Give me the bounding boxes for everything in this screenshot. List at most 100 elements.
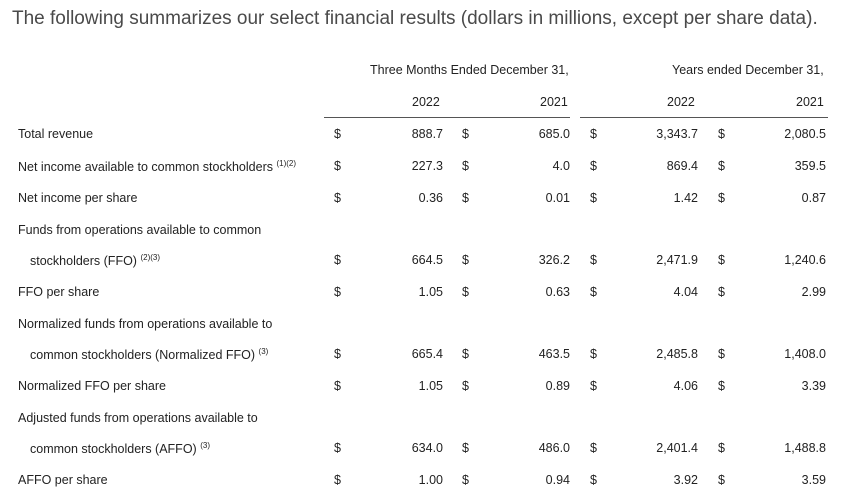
header-col-2022-q: 2022 [412, 95, 440, 109]
header-col-2022-y: 2022 [667, 95, 695, 109]
value-cell: 869.4 [666, 159, 698, 173]
currency-symbol: $ [462, 285, 469, 299]
row-label-text: stockholders (FFO) [30, 254, 137, 268]
row-label: FFO per share [18, 285, 99, 299]
currency-symbol: $ [334, 191, 341, 205]
value-cell: 2,080.5 [784, 127, 826, 141]
currency-symbol: $ [334, 253, 341, 267]
header-years: Years ended December 31, [672, 63, 824, 77]
currency-symbol: $ [462, 127, 469, 141]
row-label: common stockholders (AFFO) (3) [30, 441, 210, 456]
currency-symbol: $ [334, 441, 341, 455]
row-label: Net income per share [18, 191, 138, 205]
row-label-text: common stockholders (Normalized FFO) [30, 348, 256, 362]
value-cell: 0.89 [545, 379, 570, 393]
footnote-ref: (2)(3) [140, 253, 161, 262]
currency-symbol: $ [462, 159, 469, 173]
value-cell: 3.92 [673, 473, 698, 487]
value-cell: 486.0 [538, 441, 570, 455]
currency-symbol: $ [718, 379, 725, 393]
row-label-text: Funds from operations available to commo… [18, 223, 262, 237]
value-cell: 0.01 [545, 191, 570, 205]
row-label-text: Net income per share [18, 191, 138, 205]
currency-symbol: $ [334, 379, 341, 393]
value-cell: 1.42 [673, 191, 698, 205]
currency-symbol: $ [590, 473, 597, 487]
currency-symbol: $ [334, 127, 341, 141]
currency-symbol: $ [462, 347, 469, 361]
value-cell: 4.0 [552, 159, 570, 173]
value-cell: 665.4 [411, 347, 443, 361]
value-cell: 888.7 [411, 127, 443, 141]
currency-symbol: $ [590, 379, 597, 393]
currency-symbol: $ [590, 441, 597, 455]
value-cell: 0.94 [545, 473, 570, 487]
row-label-text: Normalized FFO per share [18, 379, 166, 393]
value-cell: 0.87 [801, 191, 826, 205]
currency-symbol: $ [718, 253, 725, 267]
value-cell: 2.99 [801, 285, 826, 299]
currency-symbol: $ [718, 285, 725, 299]
value-cell: 664.5 [411, 253, 443, 267]
value-cell: 4.06 [673, 379, 698, 393]
row-label: stockholders (FFO) (2)(3) [30, 253, 160, 268]
value-cell: 1.00 [418, 473, 443, 487]
row-label: Normalized FFO per share [18, 379, 166, 393]
currency-symbol: $ [462, 441, 469, 455]
currency-symbol: $ [334, 159, 341, 173]
footnote-ref: (1)(2) [276, 159, 297, 168]
currency-symbol: $ [718, 441, 725, 455]
currency-symbol: $ [718, 191, 725, 205]
value-cell: 685.0 [538, 127, 570, 141]
row-label: Total revenue [18, 127, 93, 141]
currency-symbol: $ [718, 127, 725, 141]
header-rule-year [580, 117, 828, 118]
value-cell: 2,485.8 [656, 347, 698, 361]
value-cell: 227.3 [411, 159, 443, 173]
currency-symbol: $ [590, 253, 597, 267]
header-three-months: Three Months Ended December 31, [370, 63, 569, 77]
header-rule-quarter [324, 117, 570, 118]
currency-symbol: $ [718, 347, 725, 361]
value-cell: 326.2 [538, 253, 570, 267]
currency-symbol: $ [590, 127, 597, 141]
footnote-ref: (3) [258, 347, 269, 356]
row-label-text: FFO per share [18, 285, 100, 299]
value-cell: 4.04 [673, 285, 698, 299]
currency-symbol: $ [334, 285, 341, 299]
value-cell: 634.0 [411, 441, 443, 455]
intro-text: The following summarizes our select fina… [12, 8, 818, 29]
row-label-text: Total revenue [18, 127, 94, 141]
value-cell: 3,343.7 [656, 127, 698, 141]
currency-symbol: $ [590, 347, 597, 361]
value-cell: 0.63 [545, 285, 570, 299]
row-label: Funds from operations available to commo… [18, 223, 261, 237]
footnote-ref: (3) [200, 441, 210, 450]
value-cell: 1,240.6 [784, 253, 826, 267]
currency-symbol: $ [462, 473, 469, 487]
row-label-text: AFFO per share [18, 473, 108, 487]
currency-symbol: $ [590, 191, 597, 205]
currency-symbol: $ [590, 159, 597, 173]
value-cell: 2,401.4 [656, 441, 698, 455]
row-label: Net income available to common stockhold… [18, 159, 296, 174]
row-label-text: Net income available to common stockhold… [18, 160, 273, 174]
row-label-text: Adjusted funds from operations available… [18, 411, 258, 425]
row-label: Normalized funds from operations availab… [18, 317, 272, 331]
row-label-text: common stockholders (AFFO) [30, 442, 197, 456]
value-cell: 359.5 [794, 159, 826, 173]
header-col-2021-q: 2021 [540, 95, 568, 109]
currency-symbol: $ [462, 191, 469, 205]
value-cell: 3.39 [801, 379, 826, 393]
value-cell: 1,488.8 [784, 441, 826, 455]
value-cell: 3.59 [801, 473, 826, 487]
currency-symbol: $ [462, 253, 469, 267]
row-label: common stockholders (Normalized FFO) (3) [30, 347, 268, 362]
currency-symbol: $ [718, 473, 725, 487]
value-cell: 1.05 [418, 379, 443, 393]
value-cell: 463.5 [538, 347, 570, 361]
currency-symbol: $ [590, 285, 597, 299]
value-cell: 1,408.0 [784, 347, 826, 361]
value-cell: 0.36 [418, 191, 443, 205]
row-label: Adjusted funds from operations available… [18, 411, 258, 425]
